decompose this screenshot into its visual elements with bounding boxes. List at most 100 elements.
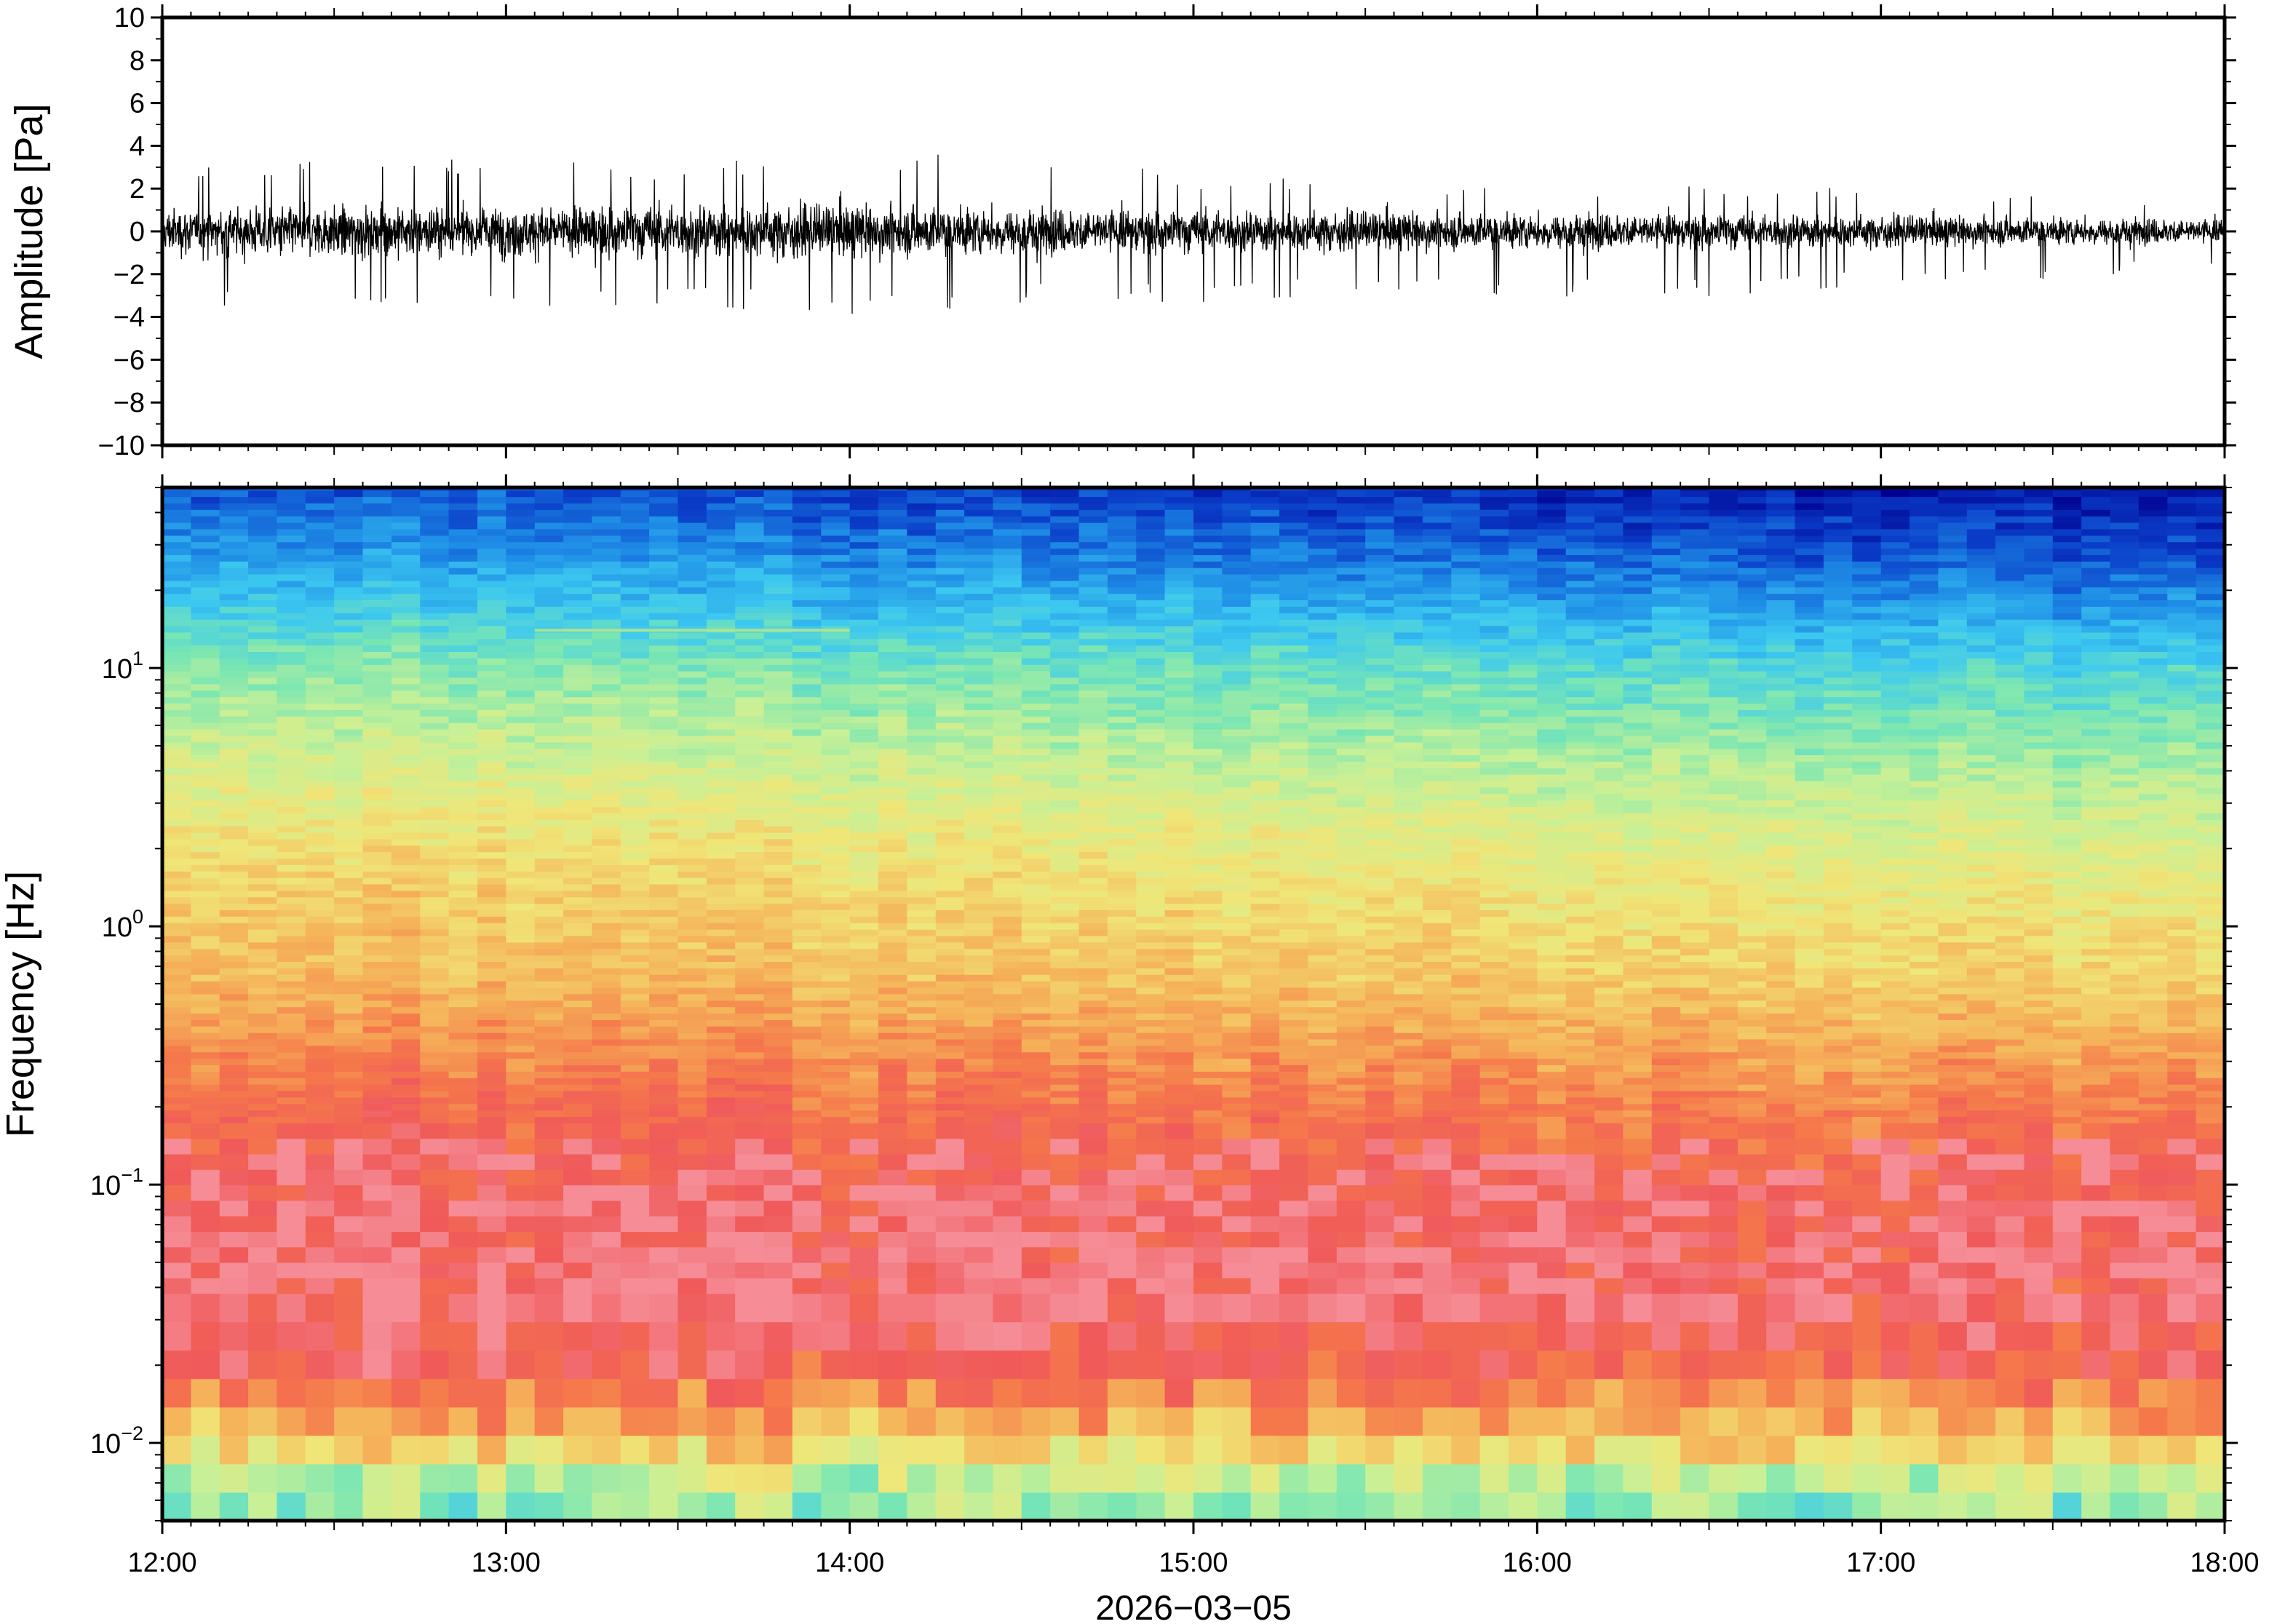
spectrogram-cell <box>563 600 593 607</box>
spectrogram-cell <box>1164 780 1194 788</box>
spectrogram-cell <box>420 619 450 626</box>
spectrogram-cell <box>506 593 536 600</box>
spectrogram-cell <box>878 909 907 917</box>
spectrogram-cell <box>763 1278 793 1294</box>
spectrogram-cell <box>1250 696 1280 704</box>
spectrogram-cell <box>1164 554 1194 562</box>
spectrogram-cell <box>191 1278 220 1294</box>
spectrogram-cell <box>534 632 564 640</box>
spectrogram-cell <box>620 1084 650 1091</box>
spectrogram-cell <box>191 619 220 626</box>
spectrogram-cell <box>219 677 249 685</box>
spectrogram-cell <box>677 671 707 678</box>
spectrogram-cell <box>878 813 907 820</box>
spectrogram-cell <box>362 613 392 620</box>
spectrogram-cell <box>448 1090 478 1098</box>
spectrogram-cell <box>362 806 392 813</box>
spectrogram-cell <box>334 748 364 755</box>
spectrogram-cell <box>420 496 450 503</box>
spectrogram-cell <box>1164 993 1194 1001</box>
spectrogram-cell <box>191 696 220 704</box>
spectrogram-cell <box>534 961 564 968</box>
spectrogram-cell <box>1107 942 1137 950</box>
spectrogram-cell <box>248 1350 278 1380</box>
spectrogram-cell <box>362 528 392 536</box>
spectrogram-cell <box>477 703 506 710</box>
spectrogram-cell <box>534 1071 564 1078</box>
spectrogram-cell <box>420 942 450 950</box>
spectrogram-cell <box>506 1216 536 1232</box>
spectrogram-cell <box>792 632 822 640</box>
spectrogram-cell <box>362 883 392 891</box>
spectrogram-cell <box>763 1019 793 1027</box>
spectrogram-cell <box>506 490 536 498</box>
spectrogram-cell <box>534 793 564 801</box>
spectrogram-cell <box>191 748 220 755</box>
spectrogram-cell <box>534 1026 564 1033</box>
spectrogram-cell <box>563 1096 593 1104</box>
spectrogram-cell <box>849 838 879 846</box>
spectrogram-cell <box>1021 1051 1051 1059</box>
spectrogram-cell <box>1107 1123 1137 1139</box>
spectrogram-cell <box>391 741 421 749</box>
spectrogram-cell <box>649 632 679 640</box>
spectrogram-cell <box>735 968 765 975</box>
spectrogram-cell <box>878 586 907 594</box>
spectrogram-cell <box>763 1038 793 1046</box>
spectrogram-cell <box>620 735 650 743</box>
spectrogram-cell <box>248 838 278 846</box>
spectrogram-cell <box>735 1090 765 1098</box>
spectrogram-cell <box>706 1200 736 1217</box>
spectrogram-cell <box>763 1045 793 1053</box>
spectrogram-cell <box>1107 677 1137 685</box>
spectrogram-cell <box>362 864 392 872</box>
spectrogram-cell <box>1107 1058 1137 1065</box>
spectrogram-cell <box>1050 923 1080 930</box>
spectrogram-cell <box>993 1006 1022 1014</box>
spectrogram-cell <box>1222 516 1252 523</box>
spectrogram-cell <box>219 728 249 736</box>
spectrogram-cell <box>1250 774 1280 781</box>
spectrogram-cell <box>448 864 478 872</box>
spectrogram-cell <box>1222 638 1252 646</box>
spectrogram-cell <box>448 1058 478 1065</box>
spectrogram-cell <box>1107 981 1137 988</box>
spectrogram-cell <box>191 1350 220 1380</box>
spectrogram-cell <box>792 916 822 923</box>
spectrogram-cell <box>1164 1071 1194 1078</box>
spectrogram-cell <box>1222 690 1252 698</box>
spectrogram-cell <box>792 780 822 788</box>
spectrogram-cell <box>592 916 621 923</box>
spectrogram-cell <box>821 768 851 775</box>
spectrogram-cell <box>534 516 564 523</box>
spectrogram-cell <box>334 1231 364 1248</box>
spectrogram-cell <box>735 696 765 704</box>
spectrogram-cell <box>1193 993 1223 1001</box>
spectrogram-cell <box>477 1090 506 1098</box>
spectrogram-cell <box>277 1169 306 1186</box>
spectrogram-cell <box>334 955 364 962</box>
spectrogram-cell <box>993 1123 1022 1139</box>
spectrogram-cell <box>191 877 220 885</box>
spectrogram-cell <box>993 858 1022 865</box>
spectrogram-cell <box>305 632 335 640</box>
spectrogram-cell <box>763 1406 793 1436</box>
spectrogram-cell <box>792 1116 822 1123</box>
spectrogram-cell <box>993 1153 1022 1170</box>
spectrogram-cell <box>448 1231 478 1248</box>
spectrogram-cell <box>964 613 994 620</box>
spectrogram-cell <box>1279 916 1309 923</box>
spectrogram-cell <box>1021 490 1051 498</box>
spectrogram-cell <box>506 1138 536 1155</box>
spectrogram-cell <box>1136 1278 1166 1294</box>
spectrogram-cell <box>1250 780 1280 788</box>
spectrogram-cell <box>792 1019 822 1027</box>
spectrogram-cell <box>964 1006 994 1014</box>
spectrogram-cell <box>1308 1350 1338 1380</box>
spectrogram-cell <box>821 883 851 891</box>
spectrogram-cell <box>420 613 450 620</box>
spectrogram-cell <box>448 658 478 665</box>
spectrogram-cell <box>305 703 335 710</box>
spectrogram-cell <box>935 987 965 995</box>
spectrogram-cell <box>277 800 306 807</box>
